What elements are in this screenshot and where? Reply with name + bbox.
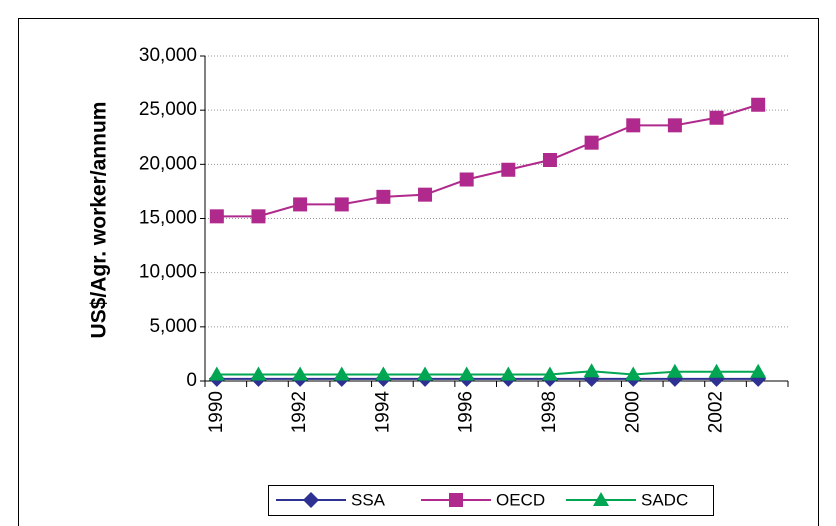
y-tick-label: 20,000: [139, 153, 197, 174]
marker: [376, 189, 391, 204]
marker: [751, 97, 766, 112]
x-tick-label: 1990: [206, 391, 227, 433]
y-tick-label: 15,000: [139, 208, 197, 229]
marker: [417, 366, 434, 381]
y-tick-label: 0: [186, 370, 197, 391]
marker: [750, 363, 767, 378]
marker: [333, 366, 350, 381]
legend-label: SADC: [641, 490, 688, 509]
marker: [303, 492, 319, 508]
x-tick-label: 1994: [372, 391, 393, 434]
legend-label: SSA: [351, 490, 386, 509]
marker: [708, 363, 725, 378]
series-line: [216, 370, 759, 376]
marker: [666, 363, 683, 378]
marker: [209, 209, 224, 224]
marker: [625, 366, 642, 381]
marker: [667, 118, 682, 133]
marker: [709, 110, 724, 125]
marker: [334, 197, 349, 212]
x-tick-label: 1992: [289, 391, 310, 433]
marker: [584, 135, 599, 150]
marker: [459, 172, 474, 187]
marker: [292, 366, 309, 381]
marker: [250, 366, 267, 381]
x-tick-label: 1996: [456, 391, 477, 433]
y-axis-label: US$/Agr. worker/annum: [88, 102, 111, 339]
marker: [418, 187, 433, 202]
y-tick-label: 5,000: [149, 316, 197, 337]
marker: [500, 366, 517, 381]
x-tick-label: 2000: [622, 391, 643, 433]
marker: [375, 366, 392, 381]
marker: [251, 209, 266, 224]
y-tick-label: 30,000: [139, 45, 197, 66]
y-tick-label: 25,000: [139, 99, 197, 120]
marker: [593, 492, 609, 506]
x-tick-label: 2002: [706, 391, 727, 433]
marker: [542, 153, 557, 167]
chart-border: [18, 18, 819, 526]
marker: [626, 118, 641, 133]
marker: [208, 366, 225, 381]
marker: [501, 162, 516, 177]
marker: [458, 366, 475, 381]
marker: [541, 366, 558, 381]
marker: [293, 197, 308, 212]
legend-label: OECD: [496, 490, 545, 509]
y-tick-label: 10,000: [139, 262, 197, 283]
marker: [583, 363, 600, 378]
x-tick-label: 1998: [539, 391, 560, 433]
marker: [449, 493, 463, 507]
